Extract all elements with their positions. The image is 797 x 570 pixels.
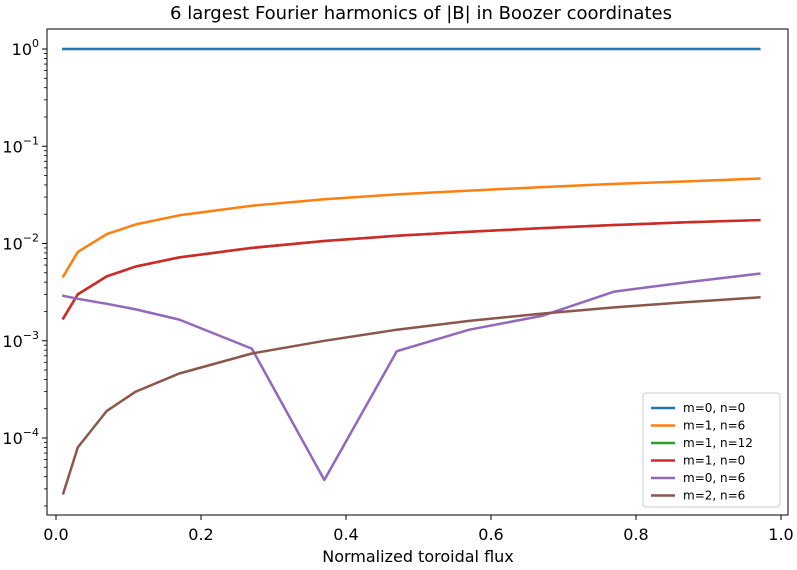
y-tick-label: 100: [12, 37, 39, 59]
y-axis-ticks: 100 10−1 10−2 10−3 10−4: [2, 37, 47, 507]
series-line-1: [61, 177, 761, 279]
legend-entry: m=2, n=6: [683, 489, 745, 503]
y-tick-label: 10−2: [2, 232, 39, 254]
legend-entry: m=1, n=6: [683, 419, 745, 433]
legend-entry: m=1, n=0: [683, 454, 745, 468]
x-tick-label: 0.4: [333, 525, 358, 544]
x-tick-label: 0.2: [188, 525, 213, 544]
x-tick-label: 0.8: [623, 525, 648, 544]
series-lines-layer: [61, 47, 761, 495]
x-axis-label: Normalized toroidal flux: [322, 547, 514, 566]
plot-frame: [46, 28, 789, 516]
x-tick-label: 0.6: [478, 525, 503, 544]
series-line-3: [61, 218, 761, 321]
series-line-5: [61, 295, 761, 495]
legend-box: [642, 392, 781, 508]
series-line-4: [61, 272, 761, 482]
y-tick-label: 10−1: [2, 134, 39, 156]
legend-entry: m=1, n=12: [683, 436, 753, 450]
y-tick-label: 10−3: [2, 329, 39, 351]
x-tick-label: 0.0: [43, 525, 68, 544]
legend-entry: m=0, n=6: [683, 471, 745, 485]
x-tick-label: 1.0: [768, 525, 793, 544]
y-tick-label: 10−4: [2, 426, 39, 448]
legend-entry: m=0, n=0: [683, 401, 745, 415]
chart-title: 6 largest Fourier harmonics of |B| in Bo…: [170, 3, 672, 24]
x-axis-ticks: 0.0 0.2 0.4 0.6 0.8 1.0: [43, 515, 794, 544]
legend: m=0, n=0 m=1, n=6 m=1, n=12 m=1, n=0 m=0, n=…: [642, 392, 781, 508]
